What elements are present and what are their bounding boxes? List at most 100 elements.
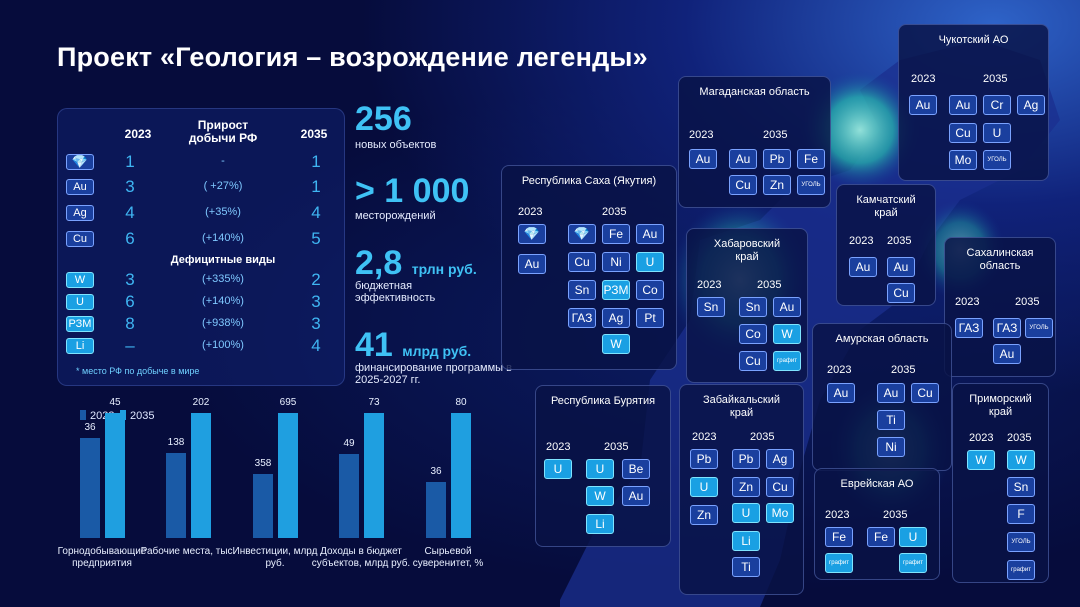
year-label: 2023 [689, 129, 714, 141]
category-label: Инвестиции, млрд руб. [232, 546, 318, 569]
element-chip: ГАЗ [955, 318, 983, 338]
element-chip: Pb [690, 449, 718, 469]
table-row: РЗМ 8 (+938%) 3 [58, 314, 346, 338]
element-chip: Sn [697, 297, 725, 317]
summary-table: 2023 Прирост добычи РФ 2035 💎 1 - 1 Au 3… [57, 108, 345, 386]
region-card: Чукотский АО 2023 2035 Au Au Cr Ag Cu U Mo УГОЛЬ [898, 24, 1049, 181]
element-chip: Sn [739, 297, 767, 317]
element-chip: графит [1007, 560, 1035, 580]
bar-2023 [80, 438, 100, 538]
bar-2035 [364, 413, 384, 538]
diamond-icon: 💎 [66, 154, 94, 170]
stat-caption: финансирование программы в 2025-2027 гг. [355, 362, 512, 386]
element-chip: Pb [763, 149, 791, 169]
element-chip: Cu [766, 477, 794, 497]
element-chip: W [66, 272, 94, 288]
deficit-title: Дефицитные виды [170, 254, 276, 266]
region-name: Республика Саха (Якутия) [521, 175, 657, 187]
region-name: Магаданская область [699, 86, 810, 98]
col-2035: 2035 [300, 127, 328, 141]
element-chip: Mo [766, 503, 794, 523]
element-chip: Au [827, 383, 855, 403]
element-chip: W [1007, 450, 1035, 470]
table-row: Au 3 ( +27%) 1 [58, 177, 346, 201]
bar-2035 [451, 413, 471, 538]
year-label: 2035 [750, 431, 775, 443]
region-card: Магаданская область 2023 2035 Au Au Pb Fe Cu Zn У… [678, 76, 831, 208]
element-chip: Zn [732, 477, 760, 497]
element-chip: Ni [602, 252, 630, 272]
element-chip: Au [66, 179, 94, 195]
category-label: Доходы в бюджет субъектов, млрд руб. [311, 546, 411, 569]
element-chip: W [773, 324, 801, 344]
element-chip: Li [586, 514, 614, 534]
element-chip: Cu [729, 175, 757, 195]
data-label-2023: 36 [430, 465, 442, 477]
element-chip: Cu [568, 252, 596, 272]
element-chip: U [899, 527, 927, 547]
year-label: 2035 [883, 509, 908, 521]
stat-value: > 1 000 [355, 172, 470, 210]
table-row: W 3 (+335%) 2 [58, 270, 346, 294]
element-chip: Co [636, 280, 664, 300]
element-chip: Au [887, 257, 915, 277]
year-label: 2035 [983, 73, 1008, 85]
element-chip: Ti [732, 557, 760, 577]
element-chip: графит [825, 553, 853, 573]
diamond-icon: 💎 [568, 224, 596, 244]
element-chip: Cu [949, 123, 977, 143]
element-chip: Au [909, 95, 937, 115]
year-label: 2023 [969, 432, 994, 444]
element-chip: Ag [602, 308, 630, 328]
year-label: 2023 [546, 441, 571, 453]
data-label-2035: 695 [279, 397, 297, 408]
element-chip: Zn [763, 175, 791, 195]
element-chip: графит [899, 553, 927, 573]
element-chip: Au [636, 224, 664, 244]
element-chip: Cr [983, 95, 1011, 115]
year-label: 2035 [1007, 432, 1032, 444]
table-row: Ag 4 (+35%) 4 [58, 203, 346, 227]
data-label-2023: 138 [167, 436, 185, 448]
region-name: Камчатский край [856, 194, 916, 219]
element-chip: Ag [1017, 95, 1045, 115]
table-row: Li – (+100%) 4 [58, 336, 346, 360]
table-row: U 6 (+140%) 3 [58, 292, 346, 316]
table-row: Cu 6 (+140%) 5 [58, 229, 346, 253]
element-chip: U [544, 459, 572, 479]
region-card: Забайкальский край 2023 2035 Pb Pb Ag U Zn Cu Zn U… [679, 384, 804, 595]
element-chip: Sn [1007, 477, 1035, 497]
data-label-2035: 45 [109, 397, 121, 408]
year-label: 2035 [887, 235, 912, 247]
region-name: Чукотский АО [938, 34, 1009, 46]
region-card: Амурская область 2023 2035 Au Au Cu Ti Ni [812, 323, 952, 471]
page-title: Проект «Геология – возрождение легенды» [57, 42, 648, 72]
element-chip: Au [849, 257, 877, 277]
element-chip: Ti [877, 410, 905, 430]
data-label-2023: 49 [343, 438, 355, 450]
year-label: 2023 [697, 279, 722, 291]
element-chip: Pt [636, 308, 664, 328]
year-label: 2035 [891, 364, 916, 376]
element-chip: УГОЛЬ [797, 175, 825, 195]
element-chip: Au [518, 254, 546, 274]
stat-value: 2,8 трлн руб. [355, 244, 477, 282]
element-chip: Ag [766, 449, 794, 469]
element-chip: Au [949, 95, 977, 115]
element-chip: Au [729, 149, 757, 169]
region-card: Камчатский край 2023 2035 Au Au Cu [836, 184, 936, 306]
stat-caption: новых объектов [355, 139, 437, 151]
element-chip: УГОЛЬ [1007, 532, 1035, 552]
element-chip: Mo [949, 150, 977, 170]
element-chip: Fe [602, 224, 630, 244]
bar-2035 [278, 413, 298, 538]
legend-2035: 2035 [120, 410, 154, 422]
element-chip: УГОЛЬ [1025, 318, 1053, 338]
element-chip: Au [877, 383, 905, 403]
element-chip: Fe [797, 149, 825, 169]
year-label: 2035 [757, 279, 782, 291]
year-label: 2023 [911, 73, 936, 85]
table-row: 💎 1 - 1 [58, 152, 346, 176]
stat-caption: месторождений [355, 210, 436, 222]
